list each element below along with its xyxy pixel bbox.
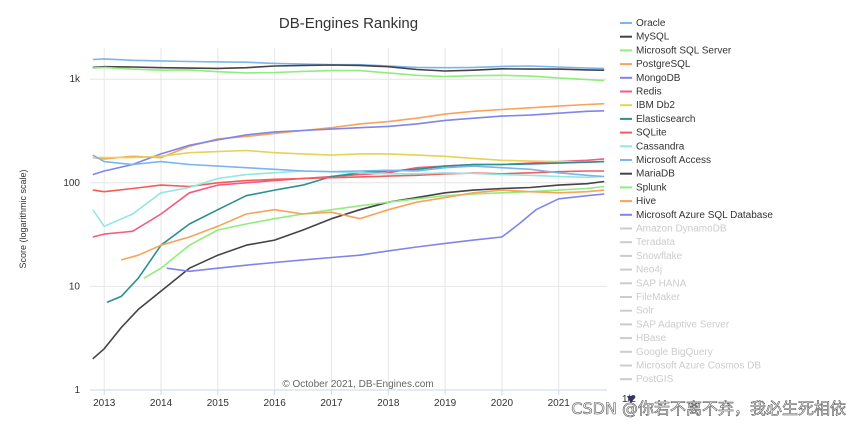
legend-label: Oracle: [636, 18, 666, 29]
x-tick-label: 2017: [320, 398, 343, 409]
legend-item[interactable]: MariaDB: [620, 169, 675, 180]
legend-label: SQLite: [636, 128, 667, 139]
legend-label: FileMaker: [636, 292, 681, 303]
legend-label: PostgreSQL: [636, 59, 691, 70]
series-line-8[interactable]: [92, 170, 605, 193]
series-line-14[interactable]: [166, 193, 605, 273]
series-line-0[interactable]: [92, 58, 605, 70]
legend-label: Splunk: [636, 182, 668, 193]
y-tick-label: 10: [69, 281, 81, 292]
legend-item[interactable]: PostGIS: [620, 374, 674, 385]
legend-item[interactable]: Solr: [620, 306, 654, 317]
legend-item[interactable]: Hive: [620, 196, 656, 207]
legend-item[interactable]: Splunk: [620, 182, 668, 193]
series-line-2[interactable]: [92, 66, 605, 82]
legend[interactable]: Oracle MySQL Microsoft SQL Server PostgreSQ…: [620, 18, 773, 385]
legend-label: MySQL: [636, 32, 670, 43]
legend-item[interactable]: MySQL: [620, 32, 670, 43]
legend-item[interactable]: Cassandra: [620, 141, 685, 152]
x-tick-label: 2021: [548, 398, 571, 409]
x-tick-label: 2020: [491, 398, 514, 409]
x-tick-label: 2015: [207, 398, 230, 409]
series-line-6[interactable]: [92, 149, 605, 163]
series-layer: [92, 58, 605, 360]
legend-label: IBM Db2: [636, 100, 675, 111]
y-tick-label: 1: [74, 385, 80, 396]
legend-label: SAP HANA: [636, 278, 687, 289]
legend-label: Amazon DynamoDB: [636, 224, 727, 235]
legend-item[interactable]: Snowflake: [620, 251, 683, 262]
legend-label: Solr: [636, 306, 654, 317]
legend-label: Hive: [636, 196, 656, 207]
x-tick-label: 2019: [434, 398, 457, 409]
series-line-7[interactable]: [106, 160, 605, 304]
legend-item[interactable]: Microsoft Access: [620, 155, 711, 166]
legend-label: Teradata: [636, 237, 675, 248]
x-tick-label: 2013: [93, 398, 116, 409]
legend-item[interactable]: SAP HANA: [620, 278, 687, 289]
legend-item[interactable]: Neo4j: [620, 265, 662, 276]
legend-next-arrow-icon[interactable]: [627, 396, 635, 404]
legend-item[interactable]: SAP Adaptive Server: [620, 319, 730, 330]
legend-item[interactable]: HBase: [620, 333, 666, 344]
y-axis-label: Score (logarithmic scale): [18, 169, 28, 268]
series-line-9[interactable]: [92, 170, 605, 228]
legend-label: Microsoft Azure Cosmos DB: [636, 361, 761, 372]
legend-label: Neo4j: [636, 265, 662, 276]
legend-label: PostGIS: [636, 374, 674, 385]
x-tick-label: 2018: [377, 398, 400, 409]
legend-item[interactable]: Google BigQuery: [620, 347, 713, 358]
legend-item[interactable]: Microsoft SQL Server: [620, 45, 732, 56]
legend-item[interactable]: MongoDB: [620, 73, 681, 84]
series-line-1[interactable]: [92, 64, 605, 72]
legend-label: MongoDB: [636, 73, 681, 84]
legend-label: Elasticsearch: [636, 114, 695, 125]
legend-label: HBase: [636, 333, 666, 344]
legend-item[interactable]: Elasticsearch: [620, 114, 695, 125]
gridlines: [90, 48, 607, 391]
legend-item[interactable]: Redis: [620, 87, 662, 98]
watermark: CSDN @你若不离不弃，我必生死相依: [571, 399, 846, 418]
series-line-12[interactable]: [143, 185, 605, 279]
legend-label: Microsoft Azure SQL Database: [636, 210, 773, 221]
legend-label: SAP Adaptive Server: [636, 319, 730, 330]
y-tick-label: 1k: [69, 74, 81, 85]
legend-label: MariaDB: [636, 169, 675, 180]
y-tick-label: 100: [63, 178, 80, 189]
legend-item[interactable]: Teradata: [620, 237, 675, 248]
legend-label: Cassandra: [636, 141, 685, 152]
legend-label: Google BigQuery: [636, 347, 713, 358]
legend-item[interactable]: IBM Db2: [620, 100, 675, 111]
chart-title: DB-Engines Ranking: [279, 15, 418, 32]
legend-item[interactable]: PostgreSQL: [620, 59, 691, 70]
series-line-4[interactable]: [92, 110, 605, 176]
x-tick-label: 2014: [150, 398, 173, 409]
legend-item[interactable]: Microsoft Azure SQL Database: [620, 210, 773, 221]
legend-item[interactable]: Oracle: [620, 18, 666, 29]
legend-item[interactable]: Microsoft Azure Cosmos DB: [620, 361, 761, 372]
legend-item[interactable]: FileMaker: [620, 292, 681, 303]
legend-navigation[interactable]: 1/2: [622, 394, 636, 405]
legend-item[interactable]: SQLite: [620, 128, 667, 139]
series-line-10[interactable]: [92, 154, 605, 178]
x-tick-label: 2016: [264, 398, 287, 409]
credit-text: © October 2021, DB-Engines.com: [282, 379, 433, 390]
axes: 1 10 100 1k 2013 2014 2015 2016 2017 2018 2019 2020…: [63, 74, 607, 409]
legend-label: Redis: [636, 87, 662, 98]
series-line-13[interactable]: [120, 189, 605, 261]
series-line-11[interactable]: [92, 180, 605, 360]
legend-label: Microsoft Access: [636, 155, 711, 166]
legend-item[interactable]: Amazon DynamoDB: [620, 224, 727, 235]
legend-label: Snowflake: [636, 251, 683, 262]
legend-label: Microsoft SQL Server: [636, 45, 732, 56]
